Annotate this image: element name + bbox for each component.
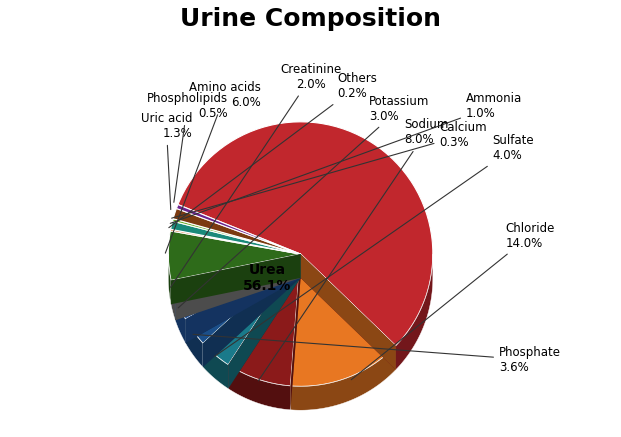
Text: Sodium
8.0%: Sodium 8.0% [258, 118, 448, 381]
Wedge shape [173, 208, 301, 254]
Text: Chloride
14.0%: Chloride 14.0% [351, 222, 555, 380]
Polygon shape [171, 281, 175, 320]
Polygon shape [203, 343, 229, 388]
Text: Phosphate
3.6%: Phosphate 3.6% [193, 334, 561, 374]
Text: Ammonia
1.0%: Ammonia 1.0% [170, 92, 522, 223]
Polygon shape [186, 254, 301, 343]
Text: Potassium
3.0%: Potassium 3.0% [178, 95, 430, 308]
Wedge shape [171, 221, 301, 254]
Wedge shape [178, 122, 433, 346]
Polygon shape [291, 254, 301, 410]
Text: Others
0.2%: Others 0.2% [169, 72, 378, 228]
Polygon shape [301, 254, 396, 370]
Text: Calcium
0.3%: Calcium 0.3% [171, 121, 487, 218]
Polygon shape [229, 365, 291, 410]
Wedge shape [170, 229, 301, 254]
Text: Uric acid
1.3%: Uric acid 1.3% [140, 112, 192, 210]
Polygon shape [168, 254, 171, 304]
Wedge shape [168, 231, 301, 281]
Wedge shape [173, 219, 301, 254]
Text: Creatinine
2.0%: Creatinine 2.0% [171, 63, 342, 287]
Polygon shape [291, 254, 301, 410]
Wedge shape [203, 254, 301, 365]
Title: Urine Composition: Urine Composition [180, 7, 441, 31]
Wedge shape [171, 254, 301, 296]
Wedge shape [291, 254, 396, 386]
Polygon shape [396, 254, 433, 370]
Polygon shape [171, 254, 301, 304]
Polygon shape [186, 254, 301, 343]
Text: Amino acids
6.0%: Amino acids 6.0% [165, 81, 261, 253]
Polygon shape [175, 296, 186, 343]
Polygon shape [186, 319, 203, 367]
Wedge shape [186, 254, 301, 343]
Polygon shape [229, 254, 301, 388]
Wedge shape [175, 254, 301, 319]
Polygon shape [291, 346, 396, 410]
Wedge shape [176, 205, 301, 254]
Wedge shape [229, 254, 301, 386]
Polygon shape [175, 254, 301, 320]
Polygon shape [171, 254, 301, 304]
Polygon shape [301, 254, 396, 370]
Polygon shape [229, 254, 301, 388]
Polygon shape [203, 254, 301, 367]
Text: Urea
56.1%: Urea 56.1% [243, 263, 292, 293]
Polygon shape [175, 254, 301, 320]
Text: Phospholipids
0.5%: Phospholipids 0.5% [147, 92, 228, 202]
Polygon shape [203, 254, 301, 367]
Text: Sulfate
4.0%: Sulfate 4.0% [215, 134, 534, 356]
